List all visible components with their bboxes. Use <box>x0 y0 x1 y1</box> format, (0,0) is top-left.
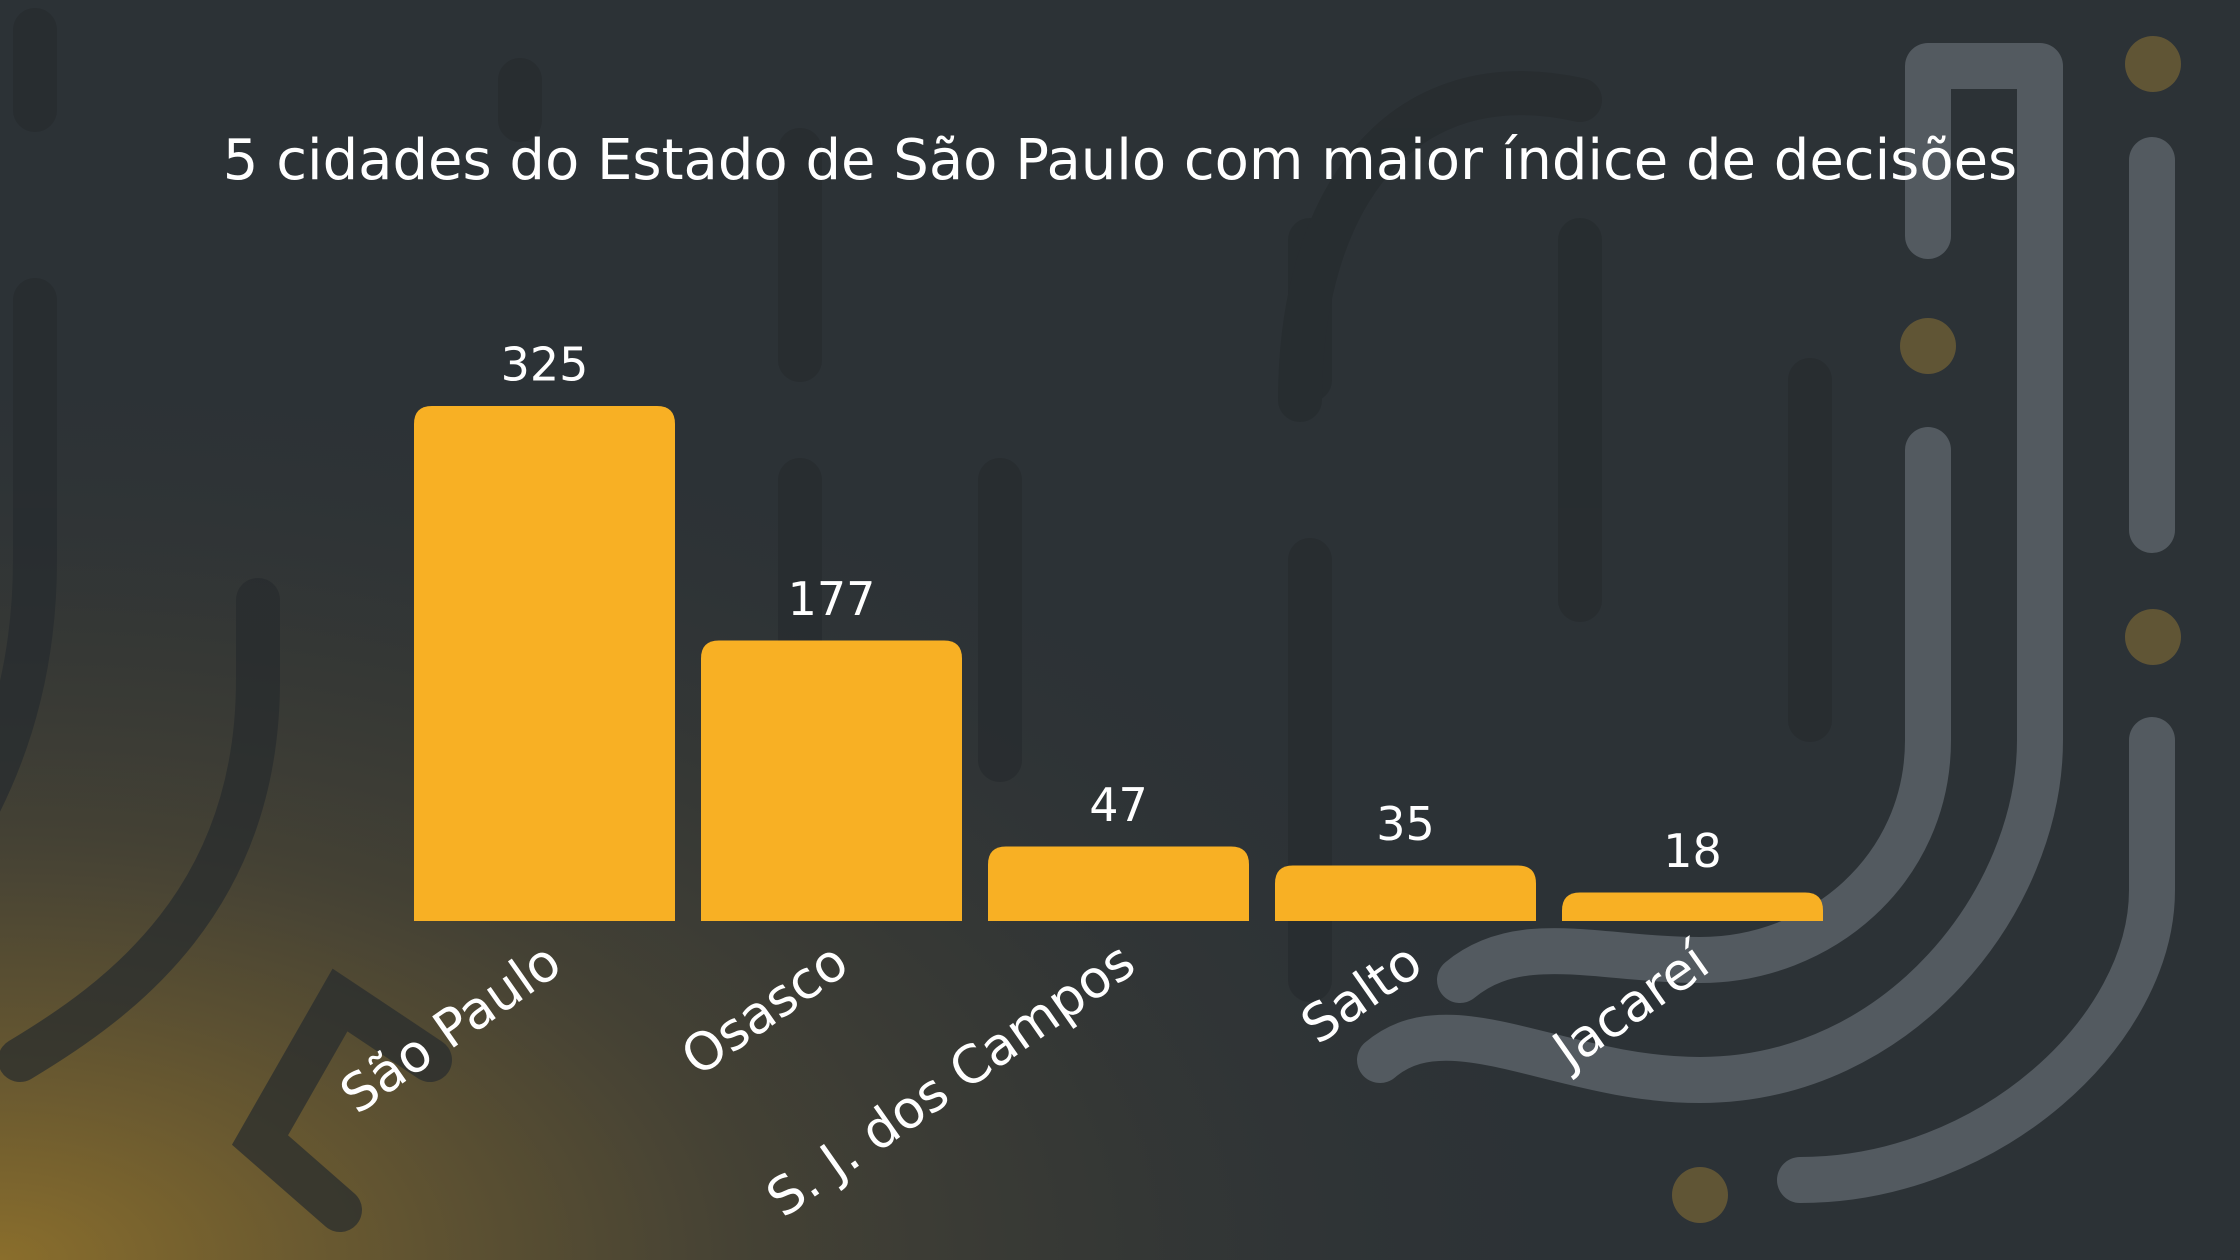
value-label: 35 <box>1376 797 1435 851</box>
bar <box>1562 892 1823 921</box>
value-label: 47 <box>1089 778 1148 832</box>
value-label: 177 <box>788 572 876 626</box>
value-label: 18 <box>1663 824 1722 878</box>
bar <box>1275 865 1536 921</box>
value-label: 325 <box>501 338 589 392</box>
bar <box>701 640 962 921</box>
logo-dots <box>1672 36 2181 1223</box>
bar <box>414 406 675 921</box>
bar <box>988 846 1249 921</box>
logo <box>1357 43 2175 1203</box>
decoration <box>0 8 1832 1232</box>
chart-title: 5 cidades do Estado de São Paulo com mai… <box>223 128 2017 193</box>
